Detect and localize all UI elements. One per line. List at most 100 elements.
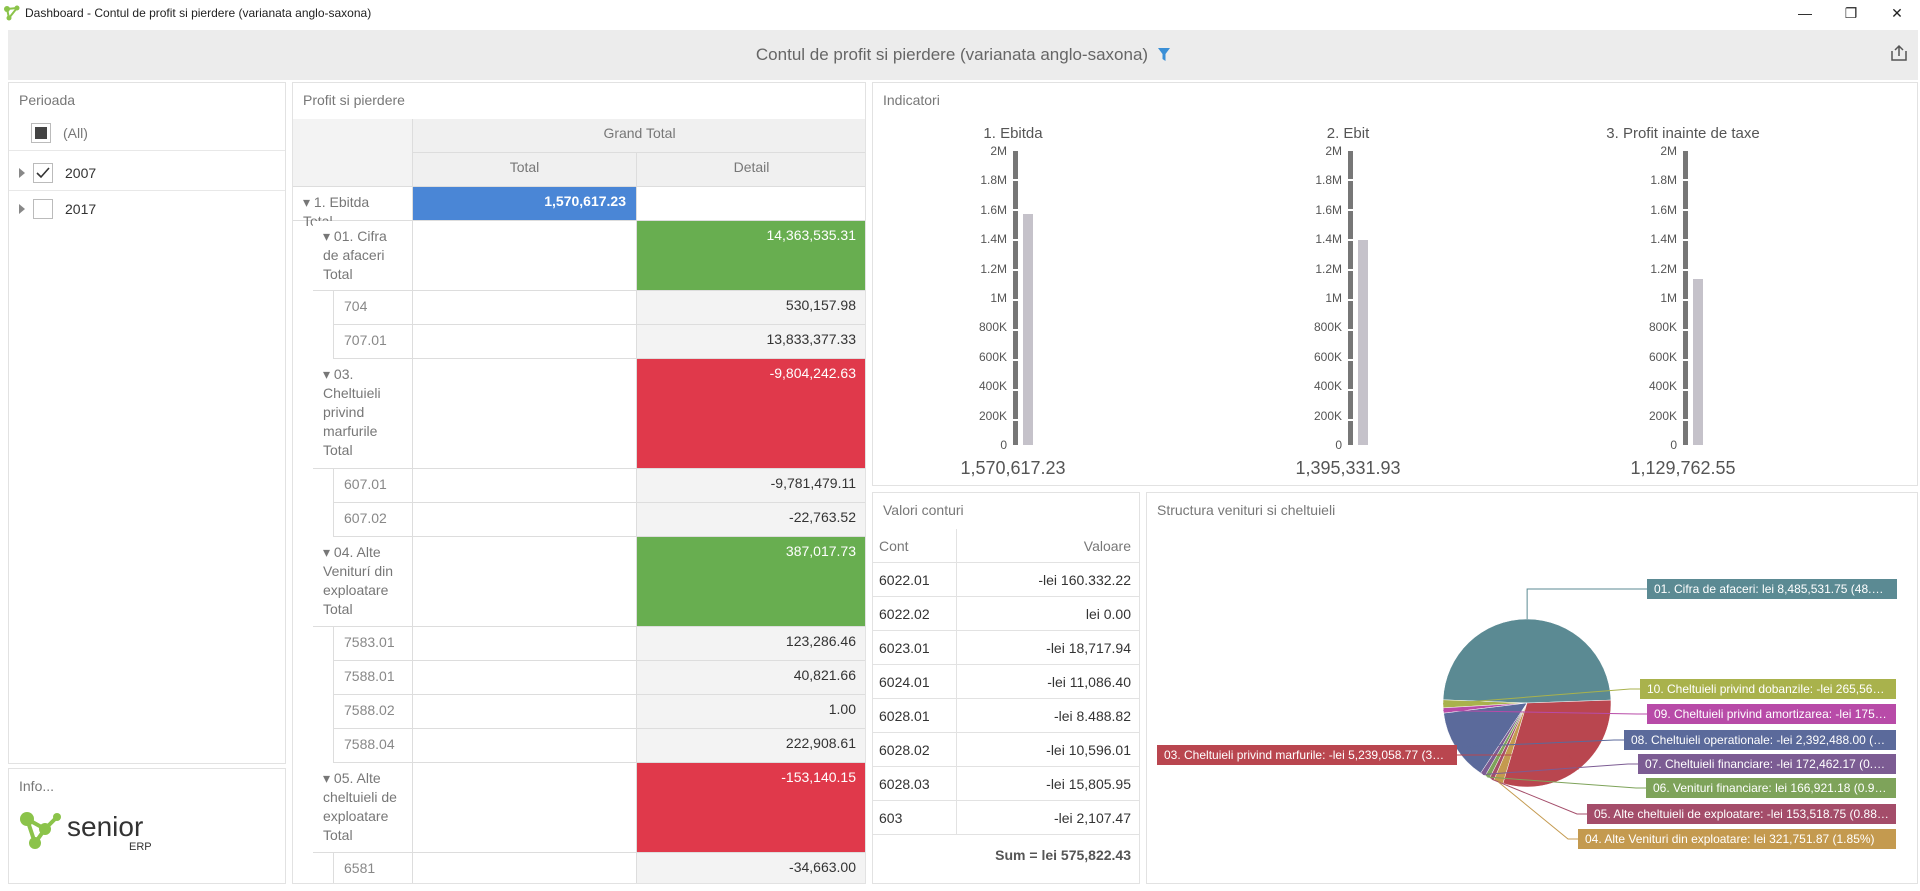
label-2017: 2017 [65, 201, 97, 217]
checkbox-2017[interactable] [33, 199, 53, 219]
indicator-total: 1,129,762.55 [1630, 458, 1736, 478]
pivot-account-label: 607.01 [333, 469, 413, 503]
indicator-tick-label: 1.8M [1315, 173, 1342, 188]
valoare-column-header[interactable]: Valoare [1083, 537, 1131, 554]
export-icon[interactable] [1890, 44, 1908, 62]
minimize-button[interactable]: — [1798, 5, 1812, 21]
table-row[interactable]: 6028.01 -lei 8.488.82 [873, 699, 1139, 733]
pie-label-s01[interactable]: 01. Cifra de afaceri: lei 8,485,531.75 (… [1647, 579, 1897, 599]
checkbox-2007[interactable] [33, 162, 53, 183]
pie-label-s06[interactable]: 06. Venituri financiare: lei 166,921.18 … [1646, 778, 1896, 798]
indicator-tick-label: 800K [1313, 320, 1342, 335]
table-row[interactable]: 6022.02 lei 0.00 [873, 597, 1139, 631]
pivot-detail-cell: 530,157.98 [637, 291, 865, 325]
detail-column-header[interactable]: Detail [637, 153, 865, 187]
pivot-total-cell: 1,570,617.23 [413, 187, 637, 221]
indicator-tick-label: 400K [1313, 379, 1342, 394]
indicator-tick-label: 1.4M [1650, 232, 1677, 247]
all-checkbox[interactable] [31, 122, 51, 143]
logo-text: senior [67, 811, 144, 842]
total-column-header[interactable]: Total [413, 153, 637, 187]
pie-leader-line [1455, 739, 1624, 748]
valoare-cell: -lei 160.332.22 [1038, 571, 1131, 588]
indicator-tick-label: 0 [1000, 438, 1007, 452]
pie-label-s07[interactable]: 07. Cheltuieli financiare: -lei 172,462.… [1638, 754, 1896, 774]
info-panel: Info... senior ERP [8, 768, 286, 884]
indicator-tick-label: 1.6M [1315, 202, 1342, 217]
pivot-detail-cell: 123,286.46 [637, 627, 865, 661]
all-label: (All) [63, 124, 88, 141]
accounts-sum: Sum = lei 575,822.43 [995, 847, 1131, 863]
pivot-group-label[interactable]: ▾ 04. Alte Veniturí din exploatare Total [313, 537, 413, 627]
valoare-cell: -lei 2,107.47 [1053, 809, 1131, 826]
table-row[interactable]: 6023.01 -lei 18,717.94 [873, 631, 1139, 665]
expand-icon[interactable] [19, 167, 25, 178]
pivot-account-label: 704 [333, 291, 413, 325]
indicator-tick-label: 600K [1648, 349, 1677, 364]
indicator-value-bar[interactable] [1693, 278, 1703, 445]
pivot-group-label[interactable]: ▾ 05. Alte cheltuieli de exploatare Tota… [313, 763, 413, 853]
pie-slice-s01[interactable] [1442, 618, 1612, 704]
filter-all-row[interactable]: (All) [9, 115, 285, 151]
pivot-total-cell [413, 695, 637, 729]
cont-cell: 6023.01 [873, 631, 957, 664]
indicator-tick-label: 1.4M [980, 232, 1007, 247]
table-row[interactable]: 603 -lei 2,107.47 [873, 801, 1139, 835]
pivot-account-label: 607.02 [333, 503, 413, 537]
indicator-tick-label: 400K [978, 379, 1007, 394]
pivot-total-cell [413, 661, 637, 695]
indicator-value-bar[interactable] [1023, 214, 1033, 445]
indicator-tick-label: 0 [1670, 438, 1677, 452]
pivot-corner [293, 119, 413, 187]
indicator-tick-label: 1M [1325, 291, 1342, 305]
indicator-scale-bar [1348, 151, 1353, 445]
indicator-tick-label: 2M [1660, 144, 1677, 158]
indicator-tick-label: 1.6M [1650, 202, 1677, 217]
table-row[interactable]: 6024.01 -lei 11,086.40 [873, 665, 1139, 699]
valoare-cell: -lei 10,596.01 [1046, 741, 1131, 758]
pivot-account-label: 7588.01 [333, 661, 413, 695]
pie-leader-line [1442, 688, 1640, 705]
pivot-detail-cell: 1.00 [637, 695, 865, 729]
pie-label-s05[interactable]: 05. Alte cheltuieli de exploatare: -lei … [1587, 804, 1896, 824]
accounts-header-row: Cont Valoare [873, 529, 1139, 563]
pie-label-s10[interactable]: 10. Cheltuieli privind dobanzile: -lei 2… [1640, 679, 1896, 699]
indicator-tick-label: 1.4M [1315, 232, 1342, 247]
pivot-group-label[interactable]: ▾ 01. Cifra de afaceri Total [313, 221, 413, 291]
indicator-title: 3. Profit inainte de taxe [1606, 125, 1760, 142]
period-title: Perioada [19, 92, 76, 108]
restore-button[interactable]: ❐ [1844, 4, 1858, 21]
accounts-title: Valori conturi [883, 502, 964, 518]
filter-row-2017[interactable]: 2017 [9, 191, 285, 227]
grand-total-header[interactable]: Grand Total [413, 119, 865, 153]
indicator-gauge: 1. Ebitda 1,570,617.23 2M 1.8M 1.6M 1.4M 1.2M 1… [873, 83, 1273, 478]
indicator-title: 1. Ebitda [983, 125, 1043, 142]
indicator-scale-bar [1013, 151, 1018, 445]
pivot-group-label[interactable]: ▾ 03. Cheltuieli privind marfurile Total [313, 359, 413, 469]
close-button[interactable]: ✕ [1891, 4, 1903, 21]
cont-column-header[interactable]: Cont [873, 529, 957, 562]
indicator-tick-label: 1.2M [1315, 261, 1342, 276]
pie-label-s08[interactable]: 08. Cheltuieli operationale: -lei 2,392,… [1624, 730, 1896, 750]
pie-label-s04[interactable]: 04. Alte Venituri din exploatare: lei 32… [1578, 829, 1896, 849]
filter-icon[interactable] [1158, 48, 1171, 62]
check-icon [36, 166, 50, 178]
expand-icon[interactable] [19, 204, 25, 214]
indicator-title: 2. Ebit [1326, 125, 1370, 142]
pl-title: Profit si pierdere [303, 92, 405, 108]
indicator-value-bar[interactable] [1358, 239, 1368, 445]
pie-label-s09[interactable]: 09. Cheltuieli privind amortizarea: -lei… [1647, 704, 1896, 724]
indicator-tick-label: 200K [1313, 408, 1342, 423]
pivot-total-cell [413, 291, 637, 325]
pie-label-s03[interactable]: 03. Cheltuieli privind marfurile: -lei 5… [1157, 745, 1457, 765]
structure-title: Structura venituri si cheltuieli [1157, 502, 1336, 518]
cont-cell: 6022.01 [873, 563, 957, 596]
pivot-account-label: 7588.04 [333, 729, 413, 763]
table-row[interactable]: 6028.03 -lei 15,805.95 [873, 767, 1139, 801]
structure-panel: Structura venituri si cheltuieli 01. Cif… [1146, 492, 1918, 884]
table-row[interactable]: 6028.02 -lei 10,596.01 [873, 733, 1139, 767]
filter-row-2007[interactable]: 2007 [9, 155, 285, 191]
cont-cell: 6024.01 [873, 665, 957, 698]
table-row[interactable]: 6022.01 -lei 160.332.22 [873, 563, 1139, 597]
pivot-group-label[interactable]: ▾ 1. Ebitda Total [293, 187, 413, 229]
